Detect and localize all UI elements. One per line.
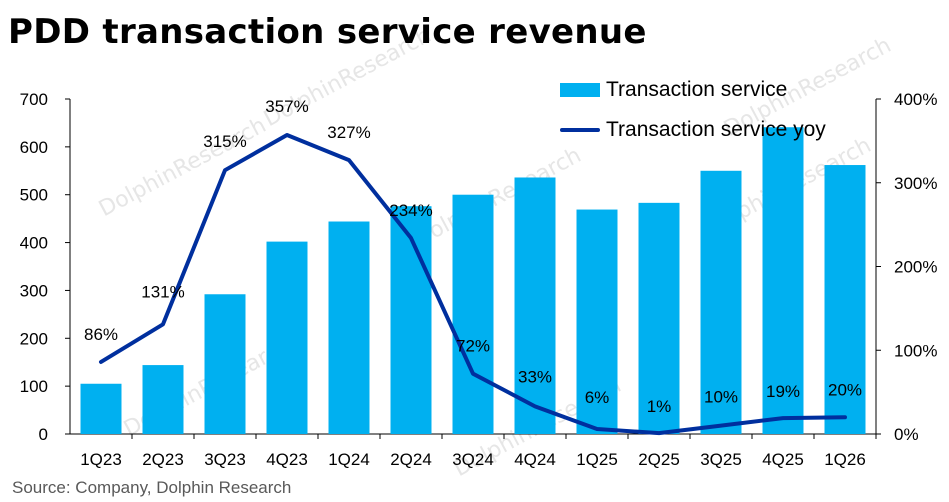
x-tick-label: 4Q25 [762,450,804,469]
x-tick-label: 2Q24 [390,450,432,469]
bar-4Q23 [266,241,308,434]
x-tick-label: 1Q26 [824,450,866,469]
yoy-data-label: 72% [456,337,490,356]
bar-3Q24 [452,194,494,434]
y-right-tick-label: 100% [894,341,937,360]
legend-bar-swatch [560,83,600,97]
yoy-data-label: 20% [828,380,862,399]
legend: Transaction service Transaction service … [560,70,826,150]
legend-line-swatch [560,128,600,132]
yoy-data-label: 357% [265,97,308,116]
yoy-data-label: 327% [327,123,370,142]
x-tick-label: 1Q25 [576,450,618,469]
bar-1Q23 [80,383,122,434]
chart-title: PDD transaction service revenue [8,12,647,52]
yoy-data-label: 10% [704,388,738,407]
x-tick-label: 2Q25 [638,450,680,469]
yoy-data-label: 1% [647,397,672,416]
y-left-tick-label: 100 [20,377,48,396]
x-tick-label: 4Q24 [514,450,556,469]
x-tick-label: 1Q23 [80,450,122,469]
bar-1Q24 [328,221,370,434]
x-tick-label: 1Q24 [328,450,370,469]
bar-4Q25 [762,127,804,434]
yoy-data-label: 131% [141,282,184,301]
legend-item-line: Transaction service yoy [560,110,826,150]
y-left-tick-label: 300 [20,281,48,300]
y-left-tick-label: 600 [20,138,48,157]
yoy-data-label: 6% [585,388,610,407]
bar-4Q24 [514,177,556,434]
yoy-data-label: 33% [518,367,552,386]
yoy-data-label: 315% [203,132,246,151]
legend-line-label: Transaction service yoy [606,118,826,141]
yoy-data-label: 19% [766,382,800,401]
y-left-tick-label: 200 [20,329,48,348]
x-tick-label: 3Q25 [700,450,742,469]
bar-1Q25 [576,209,618,434]
x-tick-label: 2Q23 [142,450,184,469]
yoy-data-label: 86% [84,325,118,344]
source-note: Source: Company, Dolphin Research [12,478,292,497]
bar-2Q23 [142,365,184,434]
x-tick-label: 3Q23 [204,450,246,469]
y-left-tick-label: 500 [20,186,48,205]
y-left-tick-label: 0 [39,425,48,444]
yoy-data-label: 234% [389,201,432,220]
bar-2Q24 [390,206,432,434]
yoy-line [99,133,847,436]
bar-2Q25 [638,202,680,434]
x-tick-label: 4Q23 [266,450,308,469]
y-right-tick-label: 0% [894,425,919,444]
bar-3Q25 [700,170,742,435]
y-right-tick-label: 300% [894,174,937,193]
legend-bar-label: Transaction service [606,78,788,101]
legend-item-bar: Transaction service [560,70,826,110]
bar-3Q23 [204,294,246,434]
y-left-tick-label: 400 [20,234,48,253]
x-tick-label: 3Q24 [452,450,494,469]
bar-1Q26 [824,165,866,435]
y-right-tick-label: 200% [894,258,937,277]
y-right-tick-label: 400% [894,90,937,109]
y-left-tick-label: 700 [20,90,48,109]
